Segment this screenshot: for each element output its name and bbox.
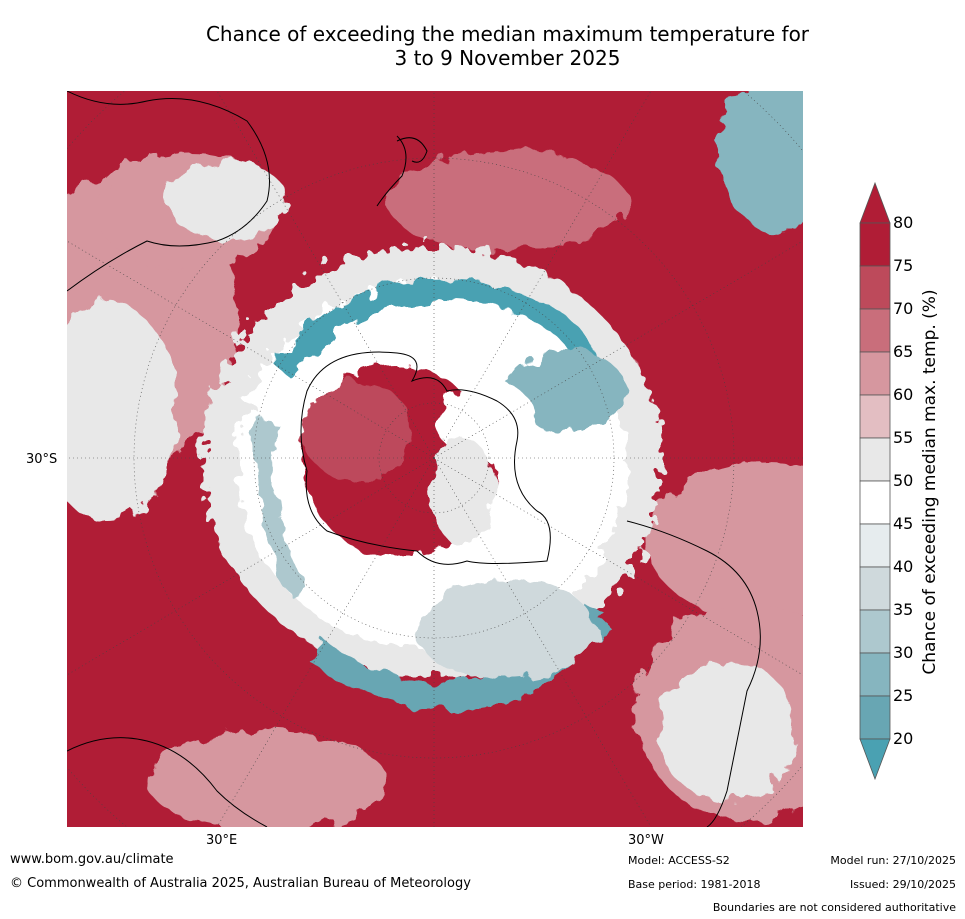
colorbar-tick-label: 50 bbox=[893, 471, 914, 490]
colorbar-tick-label: 60 bbox=[893, 385, 914, 404]
colorbar-tick-label: 30 bbox=[893, 643, 914, 662]
colorbar-bin bbox=[859, 652, 891, 697]
longitude-label-30e: 30°E bbox=[206, 833, 238, 848]
issued-text: Issued: 29/10/2025 bbox=[849, 878, 956, 891]
website-link[interactable]: www.bom.gov.au/climate bbox=[10, 852, 174, 867]
title-line-2: 3 to 9 November 2025 bbox=[394, 46, 621, 70]
colorbar-extend-low bbox=[859, 738, 891, 781]
latitude-label-30s: 30°S bbox=[26, 452, 58, 467]
copyright-text: © Commonwealth of Australia 2025, Austra… bbox=[10, 876, 471, 891]
colorbar-bin bbox=[859, 523, 891, 568]
base-period-text: Base period: 1981-2018 bbox=[628, 878, 761, 891]
colorbar-tick-label: 55 bbox=[893, 428, 914, 447]
coastlines bbox=[67, 91, 761, 827]
colorbar-bin bbox=[859, 308, 891, 353]
colorbar-tick-label: 20 bbox=[893, 729, 914, 748]
colorbar-extend-high bbox=[859, 181, 891, 224]
colorbar-bin bbox=[859, 222, 891, 267]
colorbar-bin bbox=[859, 480, 891, 525]
disclaimer-text: Boundaries are not considered authoritat… bbox=[712, 901, 956, 914]
colorbar-tick-label: 70 bbox=[893, 299, 914, 318]
colorbar-bin bbox=[859, 394, 891, 439]
colorbar-bin bbox=[859, 437, 891, 482]
colorbar-tick-label: 65 bbox=[893, 342, 914, 361]
moderate-probability-patches bbox=[67, 91, 803, 827]
probability-map bbox=[67, 91, 803, 827]
model-run-text: Model run: 27/10/2025 bbox=[830, 854, 956, 867]
colorbar-bins bbox=[859, 222, 891, 740]
title-line-1: Chance of exceeding the median maximum t… bbox=[205, 22, 810, 46]
colorbar-tick-label: 25 bbox=[893, 686, 914, 705]
colorbar-bin bbox=[859, 566, 891, 611]
graticule bbox=[67, 91, 803, 827]
colorbar-tick-label: 80 bbox=[893, 213, 914, 232]
colorbar-bin bbox=[859, 609, 891, 654]
colorbar-tick-label: 40 bbox=[893, 557, 914, 576]
colorbar-bin bbox=[859, 351, 891, 396]
colorbar-tick-label: 35 bbox=[893, 600, 914, 619]
colorbar-bin bbox=[859, 265, 891, 310]
colorbar bbox=[859, 181, 891, 781]
longitude-label-30w: 30°W bbox=[628, 833, 664, 848]
colorbar-bin bbox=[859, 695, 891, 740]
colorbar-tick-label: 75 bbox=[893, 256, 914, 275]
model-text: Model: ACCESS-S2 bbox=[628, 854, 730, 867]
colorbar-tick-label: 45 bbox=[893, 514, 914, 533]
map-title: Chance of exceeding the median maximum t… bbox=[60, 22, 955, 70]
antarctica-field bbox=[302, 366, 537, 556]
